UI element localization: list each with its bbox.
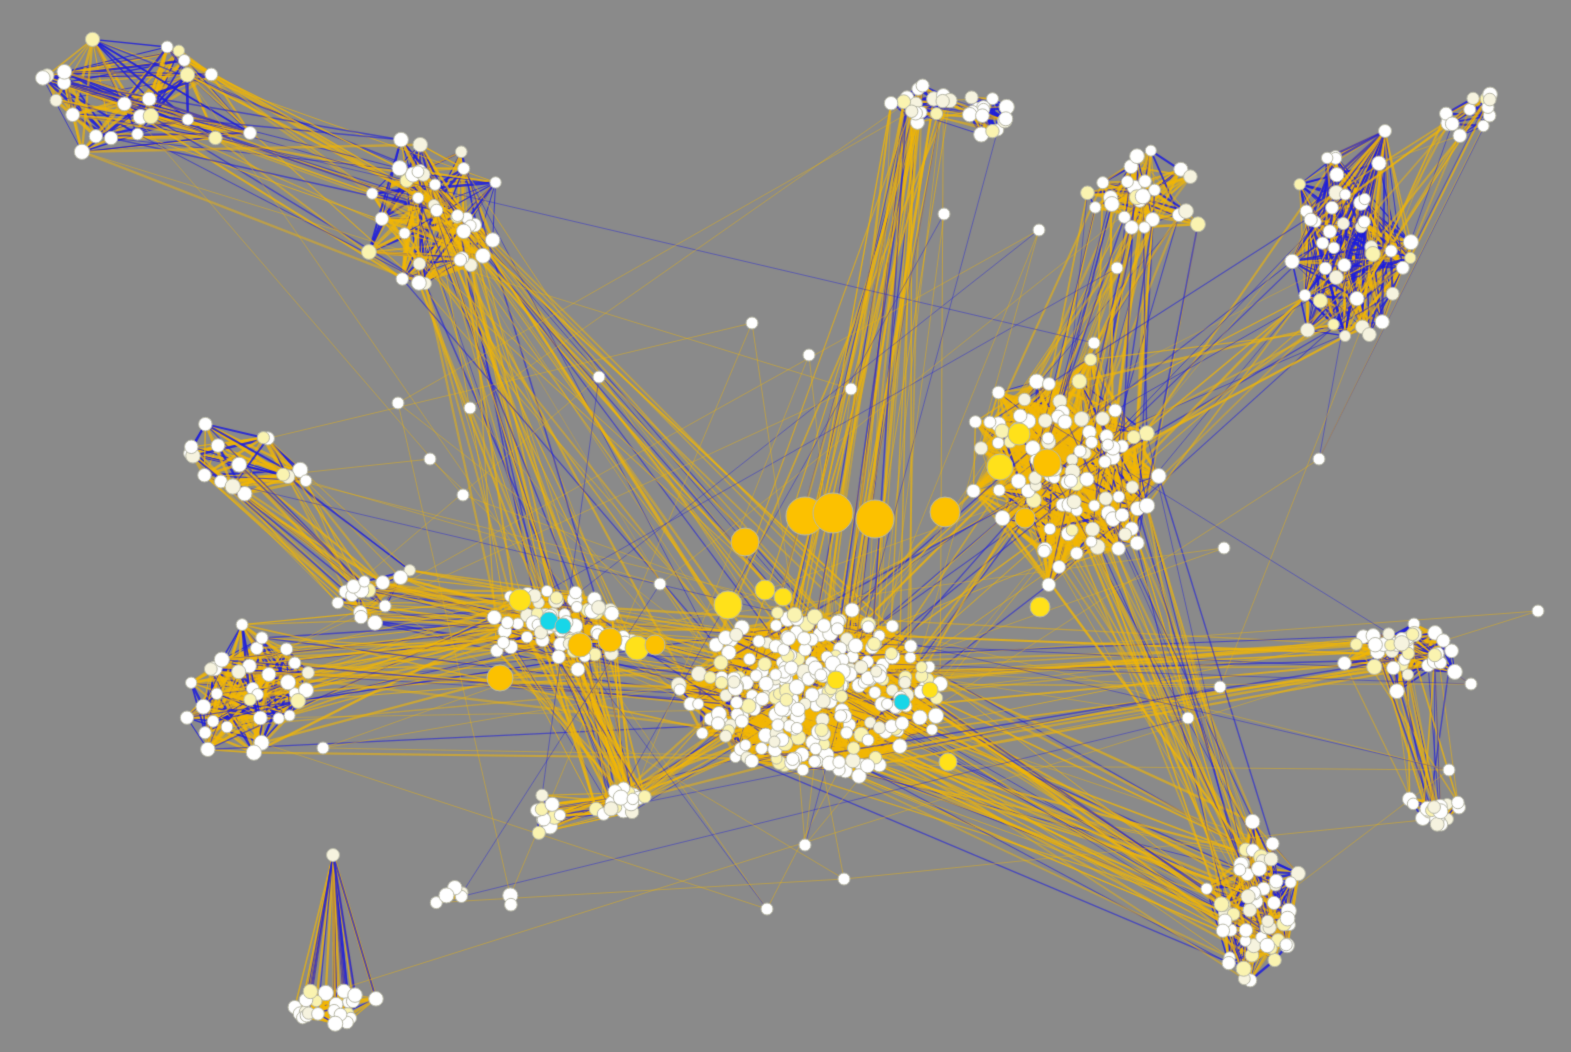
network-graph-canvas[interactable] — [0, 0, 1571, 1052]
graph-visualization[interactable] — [0, 0, 1571, 1052]
